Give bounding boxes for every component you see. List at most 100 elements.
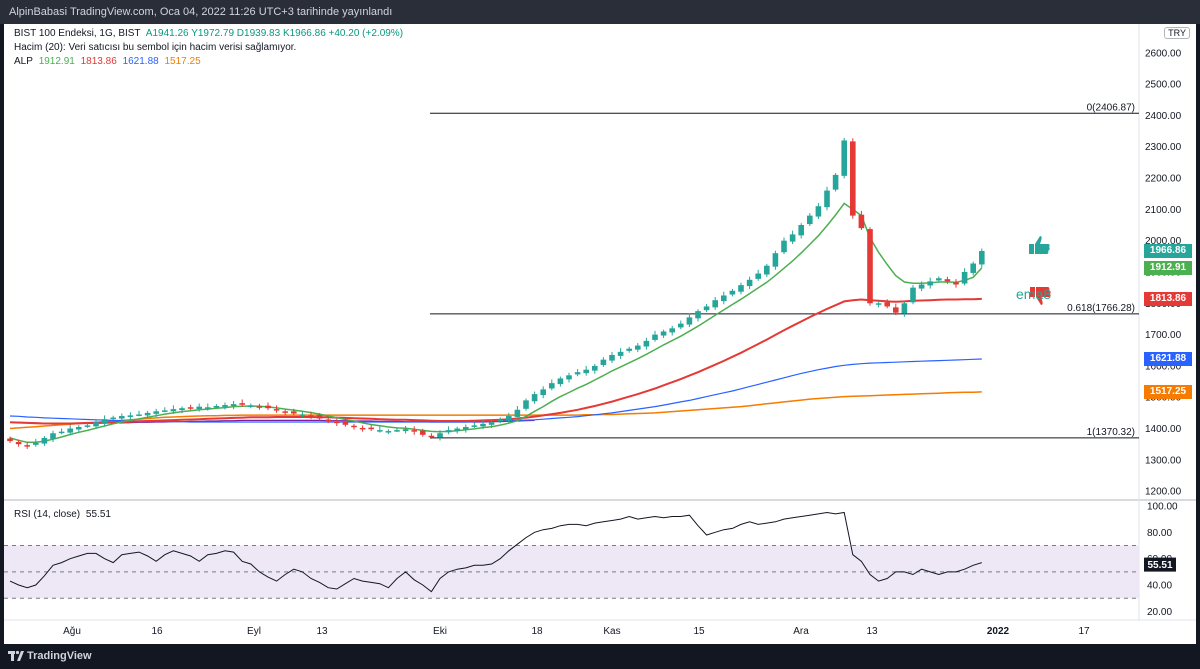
candle-body (463, 426, 469, 430)
price-tick-label: 1700.00 (1145, 330, 1182, 341)
candle-body (58, 431, 65, 434)
candle-body (669, 328, 675, 333)
chart-area[interactable]: 2600.00 2500.00 2400.00 2300.00 2200.00 2100.… (4, 24, 1196, 644)
candle-body (76, 426, 82, 430)
candle-body (179, 408, 185, 411)
candle-body (858, 214, 865, 229)
candle-body (402, 429, 409, 432)
candle-body (41, 437, 48, 444)
candle-body (600, 359, 607, 365)
candle-body (609, 354, 615, 361)
candle-body (781, 240, 787, 253)
fib-level-label: 0(2406.87) (1087, 102, 1135, 113)
candle-body (445, 430, 452, 433)
candle-body (523, 400, 529, 409)
candle-body (566, 375, 572, 380)
price-tick-label: 2500.00 (1145, 80, 1182, 91)
price-tick-label: 2300.00 (1145, 142, 1182, 153)
thumbs-up-icon (1029, 236, 1050, 254)
time-tick-label: 16 (151, 626, 163, 637)
candle-body (24, 445, 30, 447)
price-tag: 1621.88 (1144, 352, 1192, 367)
candle-body (807, 215, 813, 225)
price-tick-label: 1200.00 (1145, 487, 1182, 498)
price-tick-label: 2600.00 (1145, 48, 1182, 59)
candle-body (798, 225, 804, 236)
candle-body (7, 438, 13, 442)
candle-body (488, 422, 495, 425)
candle-body (678, 323, 684, 328)
time-tick-label: Kas (603, 626, 620, 637)
candle-body (196, 406, 202, 410)
time-tick-label: 15 (693, 626, 705, 637)
candle-body (703, 306, 710, 311)
candle-body (695, 311, 701, 319)
candle-body (420, 430, 426, 435)
chart-svg[interactable]: 2600.00 2500.00 2400.00 2300.00 2200.00 2100.… (4, 24, 1196, 644)
alp-value-red: 1813.86 (80, 56, 117, 67)
candle-body (359, 427, 366, 430)
alp-label: ALP (14, 56, 33, 67)
rsi-tick-label: 80.00 (1147, 528, 1172, 539)
currency-badge[interactable]: TRY (1164, 27, 1190, 39)
alp-value-blue: 1621.88 (122, 56, 159, 67)
volume-legend: Hacim (20): Veri satıcısı bu sembol için… (14, 42, 299, 53)
candle-body (394, 430, 400, 432)
candle-body (162, 410, 168, 412)
rsi-title: RSI (14, close) (14, 509, 81, 520)
ema8-line (9, 202, 983, 444)
candle-body (867, 229, 873, 304)
ema8-annotation: ema8 (1016, 286, 1052, 302)
candle-body (850, 141, 856, 216)
candle-body (686, 317, 693, 325)
price-tag: 1813.86 (1144, 291, 1192, 306)
time-tick-label: 13 (316, 626, 328, 637)
tradingview-logo-icon (8, 650, 24, 661)
time-tick-label: Ara (793, 626, 809, 637)
candle-body (351, 425, 357, 428)
candle-body (936, 278, 942, 281)
time-tick-label: 13 (866, 626, 878, 637)
candle-body (497, 419, 503, 422)
alp-legend: ALP 1912.91 1813.86 1621.88 1517.25 (14, 56, 204, 67)
candle-body (187, 407, 194, 409)
candle-body (540, 389, 546, 396)
price-tag: 1966.86 (1144, 244, 1192, 259)
candle-body (944, 279, 951, 282)
rsi-value-tag (1144, 557, 1176, 572)
candle-body (901, 303, 908, 314)
fib-level-label: 0.618(1766.28) (1067, 303, 1135, 314)
price-tag: 1912.91 (1144, 260, 1192, 275)
time-tick-label: 2022 (987, 626, 1010, 637)
candle-body (222, 405, 228, 407)
candle-body (953, 282, 959, 285)
candle-body (273, 409, 280, 411)
candle-body (119, 416, 125, 419)
candle-body (574, 372, 581, 375)
candle-body (514, 409, 521, 417)
candle-body (979, 251, 985, 265)
rsi-legend: RSI (14, close) 55.51 (14, 509, 114, 520)
time-tick-label: Eyl (247, 626, 261, 637)
candle-body (385, 431, 392, 433)
time-tick-label: 18 (531, 626, 543, 637)
rsi-tick-label: 20.00 (1147, 607, 1172, 618)
rsi-line (9, 511, 982, 593)
symbol-name: BIST 100 Endeksi, 1G, BIST (14, 28, 141, 39)
candle-body (291, 411, 297, 414)
rsi-tick-label: 40.00 (1147, 581, 1172, 592)
candle-body (334, 421, 340, 424)
price-tick-label: 2100.00 (1145, 205, 1182, 216)
candle-body (789, 234, 796, 242)
candle-body (144, 412, 151, 416)
candle-body (506, 416, 512, 421)
footer-bar: TradingView (0, 644, 1200, 669)
price-tag: 1517.25 (1144, 384, 1192, 399)
candle-body (549, 383, 555, 389)
candle-body (764, 265, 770, 275)
candle-body (772, 253, 779, 267)
candle-body (729, 290, 736, 295)
alp-value-orange: 1517.25 (164, 56, 201, 67)
candle-body (205, 407, 211, 409)
price-tick-label: 2000.00 (1145, 236, 1182, 247)
